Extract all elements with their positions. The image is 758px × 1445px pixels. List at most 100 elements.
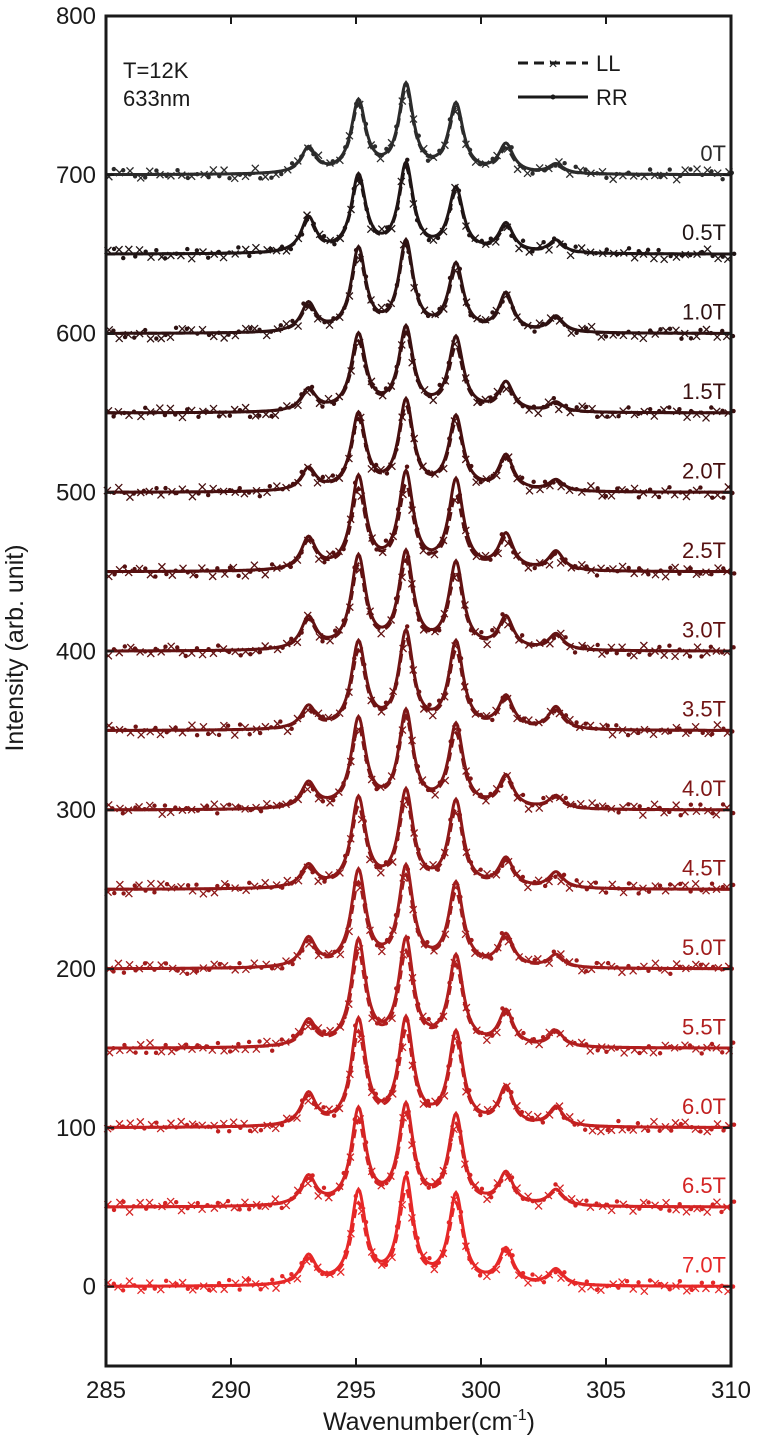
marker-LL-2.5T (723, 567, 731, 576)
marker-LL-5.0T (493, 943, 502, 952)
marker-LL-3.0T (586, 644, 595, 653)
marker-RR-2.5T (257, 567, 262, 573)
marker-LL-3.0T (566, 642, 575, 651)
marker-RR-2.5T (374, 547, 379, 552)
marker-RR-5.0T (405, 867, 411, 872)
marker-LL-0T (523, 169, 532, 178)
marker-RR-4.5T (353, 807, 358, 812)
marker-LL-6.0T (502, 1082, 511, 1091)
marker-LL-0.5T (503, 223, 512, 232)
marker-LL-5.5T (241, 1045, 250, 1054)
marker-RR-5.5T (657, 1051, 663, 1056)
marker-LL-5.5T (271, 1039, 280, 1048)
marker-RR-1.0T (720, 328, 725, 334)
marker-LL-4.0T (566, 800, 575, 809)
marker-LL-0.5T (219, 253, 228, 262)
marker-LL-4.0T (598, 802, 607, 811)
marker-RR-5.5T (509, 1016, 514, 1021)
marker-RR-4.0T (478, 792, 484, 798)
marker-RR-4.0T (184, 806, 189, 811)
marker-LL-6.5T (230, 1203, 239, 1212)
marker-RR-2.5T (352, 480, 358, 485)
marker-LL-5.5T (712, 1043, 721, 1052)
marker-RR-4.5T (603, 890, 609, 895)
marker-LL-5.5T (691, 1044, 700, 1053)
marker-RR-7.0T (594, 1287, 600, 1293)
marker-LL-6.0T (357, 1035, 366, 1044)
marker-RR-1.5T (500, 383, 505, 389)
marker-RR-4.5T (310, 869, 315, 875)
marker-RR-3.5T (372, 703, 377, 708)
marker-LL-4.0T (187, 805, 196, 814)
marker-RR-1.0T (184, 326, 189, 332)
marker-RR-2.5T (279, 565, 284, 570)
marker-LL-7.0T (145, 1279, 154, 1288)
marker-RR-1.5T (574, 405, 579, 410)
marker-RR-5.5T (299, 1030, 304, 1035)
marker-RR-6.5T (267, 1203, 273, 1208)
marker-RR-4.0T (120, 811, 126, 816)
marker-LL-0T (481, 160, 490, 169)
marker-RR-5.0T (415, 929, 421, 934)
marker-RR-0T (521, 165, 526, 170)
marker-RR-7.0T (584, 1279, 590, 1284)
marker-LL-5.5T (167, 1047, 176, 1056)
marker-RR-6.5T (448, 1137, 453, 1143)
marker-RR-3.0T (416, 617, 422, 622)
line-LL-0.5T (105, 164, 732, 256)
marker-RR-7.0T (258, 1287, 263, 1292)
marker-LL-5.0T (314, 951, 323, 960)
marker-LL-0T (387, 138, 396, 147)
marker-RR-6.5T (624, 1203, 630, 1209)
marker-RR-2.0T (163, 485, 168, 491)
marker-RR-0T (447, 117, 453, 122)
marker-LL-2.0T (198, 482, 207, 491)
marker-RR-4.0T (215, 811, 220, 816)
marker-LL-4.5T (388, 858, 397, 866)
marker-LL-4.5T (410, 829, 419, 837)
marker-RR-6.5T (205, 1202, 210, 1208)
marker-LL-1.5T (166, 404, 175, 413)
marker-LL-3.5T (503, 694, 512, 703)
marker-RR-5.5T (246, 1039, 252, 1045)
marker-LL-2.5T (450, 496, 459, 505)
marker-LL-1.5T (387, 382, 396, 391)
marker-LL-6.0T (263, 1121, 272, 1130)
marker-LL-2.0T (565, 486, 574, 495)
marker-RR-6.5T (352, 1117, 357, 1122)
marker-LL-6.5T (586, 1203, 595, 1212)
marker-RR-2.5T (362, 506, 367, 511)
marker-RR-7.0T (246, 1277, 252, 1282)
marker-RR-7.0T (363, 1219, 369, 1225)
marker-RR-5.5T (195, 1043, 200, 1048)
marker-RR-5.5T (257, 1039, 262, 1044)
marker-RR-3.0T (194, 646, 200, 651)
marker-LL-7.0T (220, 1285, 229, 1294)
marker-LL-4.0T (355, 726, 364, 735)
marker-LL-7.0T (672, 1282, 680, 1291)
marker-RR-2.5T (173, 568, 178, 573)
marker-LL-5.5T (681, 1041, 689, 1050)
marker-LL-6.5T (629, 1207, 638, 1216)
marker-LL-6.0T (713, 1120, 722, 1128)
marker-LL-0.5T (176, 251, 185, 260)
marker-RR-3.0T (657, 644, 662, 650)
marker-RR-5.5T (174, 1047, 179, 1052)
marker-LL-4.5T (335, 868, 344, 877)
marker-RR-1.5T (131, 409, 137, 414)
marker-RR-5.0T (574, 958, 579, 963)
marker-RR-0.5T (121, 255, 126, 261)
marker-LL-0T (166, 171, 175, 180)
marker-RR-4.0T (698, 802, 703, 807)
marker-LL-1.0T (157, 334, 166, 343)
marker-RR-3.0T (667, 643, 672, 648)
marker-RR-3.5T (394, 681, 399, 686)
marker-RR-0T (636, 172, 641, 178)
marker-LL-1.0T (220, 334, 229, 342)
marker-RR-3.0T (687, 654, 693, 659)
marker-RR-4.0T (288, 799, 293, 804)
marker-RR-1.5T (551, 396, 557, 401)
marker-RR-4.5T (362, 818, 367, 824)
marker-LL-3.0T (419, 625, 428, 634)
marker-RR-0T (425, 158, 431, 163)
